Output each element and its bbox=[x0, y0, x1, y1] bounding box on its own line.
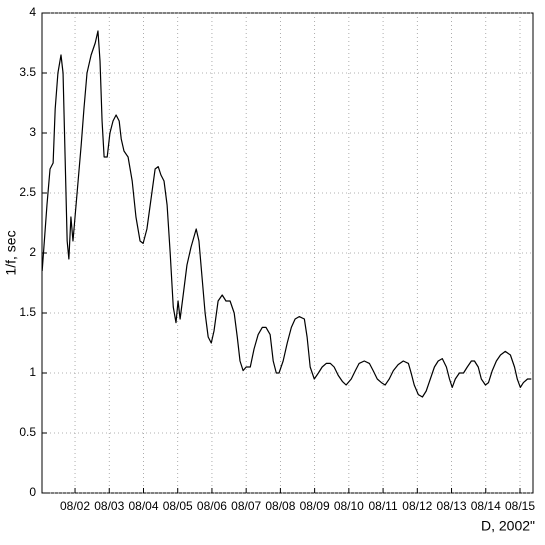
x-tick-label: 08/04 bbox=[128, 499, 158, 513]
y-tick-label: 0.5 bbox=[19, 425, 36, 439]
x-tick-label: 08/03 bbox=[94, 499, 124, 513]
y-tick-label: 1.5 bbox=[19, 305, 36, 319]
x-tick-label: 08/11 bbox=[369, 499, 398, 513]
x-tick-label: 08/09 bbox=[300, 499, 330, 513]
y-tick-label: 2.5 bbox=[19, 185, 36, 199]
x-tick-label: 08/10 bbox=[334, 499, 364, 513]
y-axis-label: 1/f, sec bbox=[3, 230, 19, 275]
x-tick-label: 08/15 bbox=[505, 499, 535, 513]
x-tick-label: 08/05 bbox=[163, 499, 193, 513]
x-tick-label: 08/13 bbox=[437, 499, 467, 513]
data-line bbox=[41, 30, 532, 398]
plot-frame bbox=[41, 12, 534, 494]
y-tick-label: 0 bbox=[29, 485, 36, 499]
x-tick-label: 08/06 bbox=[197, 499, 227, 513]
x-tick-label: 08/14 bbox=[471, 499, 501, 513]
x-tick-label: 08/08 bbox=[265, 499, 295, 513]
x-tick-label: 08/07 bbox=[231, 499, 261, 513]
x-tick-label: 08/12 bbox=[402, 499, 432, 513]
y-tick-label: 4 bbox=[29, 5, 36, 19]
y-tick-label: 3.5 bbox=[19, 65, 36, 79]
x-tick-label: 08/02 bbox=[60, 499, 90, 513]
y-tick-label: 3 bbox=[29, 125, 36, 139]
y-tick-label: 1 bbox=[29, 365, 36, 379]
x-axis-label: D, 2002" bbox=[481, 518, 535, 534]
y-tick-label: 2 bbox=[29, 245, 36, 259]
